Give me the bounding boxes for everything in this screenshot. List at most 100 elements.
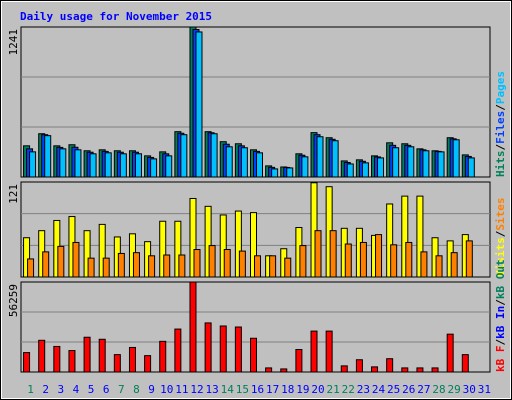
legend-entry: kB In — [494, 306, 507, 339]
x-tick-label: 7 — [118, 383, 125, 396]
x-tick-label: 9 — [148, 383, 155, 396]
bar — [401, 195, 409, 278]
legend-separator: / — [494, 230, 507, 237]
bar — [42, 251, 50, 278]
x-tick-label: 22 — [342, 383, 355, 396]
bar — [178, 254, 186, 278]
bar — [174, 220, 182, 278]
bar — [240, 147, 248, 178]
bar — [53, 345, 61, 373]
bar — [422, 150, 430, 178]
bar — [401, 367, 409, 373]
bar — [329, 230, 337, 278]
bar — [435, 255, 443, 278]
x-tick-label: 17 — [266, 383, 279, 396]
x-tick-label: 25 — [387, 383, 400, 396]
bar — [465, 240, 473, 278]
bar — [431, 367, 439, 373]
bar — [68, 350, 76, 373]
x-tick-label: 14 — [221, 383, 235, 396]
x-tick-label: 28 — [432, 383, 445, 396]
bar — [234, 210, 242, 278]
legend: Hits/Files/Pages — [494, 71, 507, 177]
bar — [377, 157, 385, 178]
x-tick-label: 24 — [372, 383, 386, 396]
x-tick-label: 23 — [357, 383, 370, 396]
bar — [83, 336, 91, 373]
bar — [38, 339, 46, 373]
bar — [265, 367, 273, 373]
bar — [371, 366, 379, 373]
bar — [346, 163, 354, 178]
legend-separator: / — [494, 339, 507, 346]
x-tick-label: 26 — [402, 383, 415, 396]
bar — [392, 147, 400, 178]
bar — [416, 367, 424, 373]
bar — [219, 325, 227, 373]
x-tick-label: 30 — [463, 383, 476, 396]
bar — [250, 337, 257, 373]
bar — [27, 258, 35, 278]
bar — [165, 155, 173, 178]
bar — [113, 354, 121, 373]
x-tick-label: 18 — [281, 383, 294, 396]
x-tick-label: 29 — [448, 383, 461, 396]
legend-separator: / — [494, 299, 507, 306]
x-tick-label: 21 — [327, 383, 340, 396]
x-tick-label: 1 — [27, 383, 34, 396]
legend-entry: kB F — [494, 346, 507, 373]
bar — [420, 251, 428, 278]
bar — [310, 330, 318, 373]
bar — [256, 152, 263, 178]
x-tick-label: 3 — [58, 383, 65, 396]
bar — [386, 203, 394, 278]
bar — [316, 136, 324, 178]
bar — [128, 346, 136, 373]
bar — [83, 230, 91, 278]
bar — [132, 252, 140, 278]
bar — [269, 255, 277, 278]
bar — [44, 135, 52, 178]
bar — [361, 162, 369, 178]
bar — [271, 168, 279, 178]
bar — [284, 257, 292, 278]
bar — [331, 140, 339, 178]
bar — [407, 146, 415, 178]
bar — [72, 241, 80, 278]
bar — [223, 249, 231, 278]
bar — [210, 133, 218, 178]
legend-entry: Pages — [494, 71, 507, 104]
x-tick-label: 27 — [417, 383, 430, 396]
bar — [159, 340, 167, 373]
legend: kB F/kB In/kB Out — [494, 259, 507, 372]
bar — [359, 241, 367, 278]
x-tick-label: 10 — [160, 383, 173, 396]
x-tick-label: 5 — [88, 383, 95, 396]
bar — [159, 220, 167, 278]
bar — [286, 167, 294, 178]
bar — [467, 157, 475, 178]
x-tick-label: 15 — [236, 383, 249, 396]
bar — [87, 257, 95, 278]
bar — [450, 252, 458, 278]
bar — [355, 359, 363, 373]
bar — [189, 281, 197, 373]
legend-entry: Sites — [494, 198, 507, 231]
x-tick-label: 19 — [296, 383, 309, 396]
chart-title: Daily usage for November 2015 — [20, 10, 212, 23]
bar — [344, 243, 352, 278]
bar — [144, 355, 152, 373]
bar — [29, 151, 37, 178]
bar — [204, 205, 212, 278]
bar — [301, 156, 309, 178]
x-tick-label: 13 — [205, 383, 218, 396]
bar — [295, 349, 303, 373]
y-tick-label: 56259 — [7, 284, 20, 317]
bar — [238, 250, 246, 278]
bar — [57, 245, 65, 278]
bar — [23, 237, 31, 278]
bar — [102, 257, 110, 278]
legend-entry: Hits — [494, 151, 507, 178]
